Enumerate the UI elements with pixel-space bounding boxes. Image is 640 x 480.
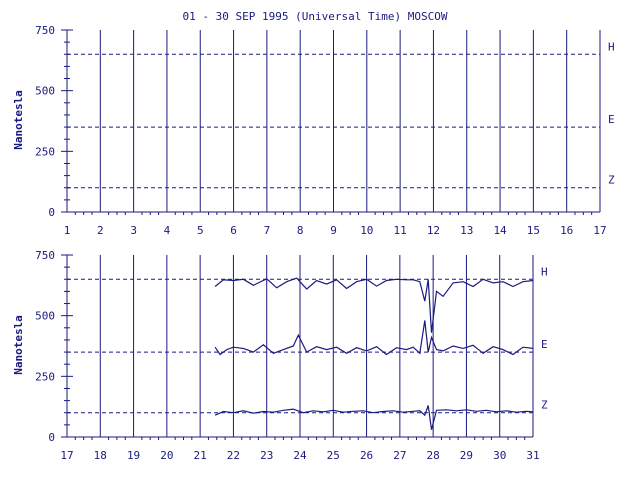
x-tick-label: 17 [60, 449, 73, 462]
y-tick-label: 500 [35, 85, 55, 98]
y-axis-label-top: Nanotesla [12, 90, 25, 150]
y-axis-label-bottom: Nanotesla [12, 315, 25, 375]
y-tick-label: 500 [35, 310, 55, 323]
x-tick-label: 29 [460, 449, 473, 462]
y-tick-label: 250 [35, 370, 55, 383]
x-tick-label: 26 [360, 449, 373, 462]
x-tick-label: 6 [230, 224, 237, 237]
x-tick-label: 7 [264, 224, 271, 237]
y-tick-label: 0 [48, 431, 55, 444]
x-tick-label: 21 [194, 449, 207, 462]
x-tick-label: 11 [394, 224, 407, 237]
series-line-e [214, 320, 534, 356]
panel-bottom: 17 18 19 20 21 22 23 24 25 26 27 28 29 30 31 0 250 500 750… [35, 249, 548, 462]
x-tick-label: 5 [197, 224, 204, 237]
component-label-e: E [541, 338, 548, 351]
component-label-h: H [541, 265, 548, 278]
series-line-h [214, 277, 534, 333]
x-tick-label: 24 [293, 449, 307, 462]
component-label-z: Z [608, 174, 615, 187]
component-label-e: E [608, 113, 615, 126]
y-tick-label: 750 [35, 24, 55, 37]
x-tick-label: 4 [164, 224, 171, 237]
x-tick-label: 14 [493, 224, 507, 237]
x-tick-label: 3 [130, 224, 137, 237]
x-tick-label: 23 [260, 449, 273, 462]
x-tick-label: 9 [330, 224, 337, 237]
x-tick-label: 31 [526, 449, 539, 462]
x-tick-label: 8 [297, 224, 304, 237]
x-tick-label: 17 [593, 224, 606, 237]
x-tick-label: 20 [160, 449, 173, 462]
x-tick-label: 25 [327, 449, 340, 462]
x-tick-label: 22 [227, 449, 240, 462]
x-tick-label: 10 [360, 224, 373, 237]
x-tick-label: 1 [64, 224, 71, 237]
x-tick-label: 28 [427, 449, 440, 462]
x-tick-label: 15 [527, 224, 540, 237]
component-label-h: H [608, 40, 615, 53]
chart-title: 01 - 30 SEP 1995 (Universal Time) MOSCOW [183, 10, 448, 23]
series-line-z [214, 405, 534, 430]
x-tick-label: 30 [493, 449, 506, 462]
y-tick-label: 750 [35, 249, 55, 262]
x-tick-label: 19 [127, 449, 140, 462]
y-tick-label: 250 [35, 145, 55, 158]
component-label-z: Z [541, 399, 548, 412]
x-tick-label: 13 [460, 224, 473, 237]
y-tick-label: 0 [48, 206, 55, 219]
x-tick-label: 16 [560, 224, 573, 237]
x-tick-label: 27 [393, 449, 406, 462]
x-tick-label: 2 [97, 224, 104, 237]
x-tick-label: 12 [427, 224, 440, 237]
x-tick-label: 18 [94, 449, 107, 462]
